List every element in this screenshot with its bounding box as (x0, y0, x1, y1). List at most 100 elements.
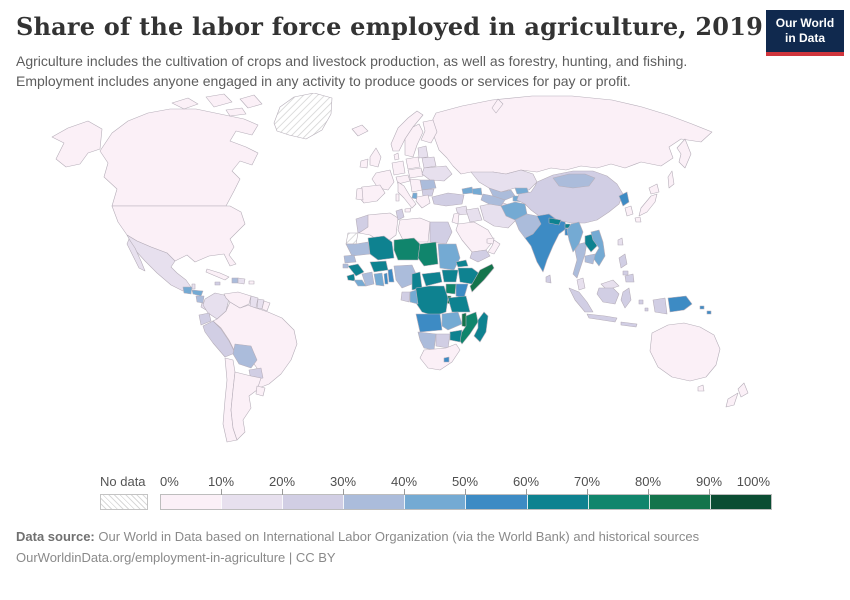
country-indonesia[interactable] (652, 298, 668, 315)
country-germany[interactable] (391, 161, 406, 176)
country-taiwan[interactable] (617, 238, 624, 246)
country-greenland[interactable] (273, 93, 333, 140)
country-portugal[interactable] (355, 188, 364, 201)
country-nepal[interactable] (548, 218, 562, 226)
country-usa[interactable] (111, 206, 246, 267)
country-ireland[interactable] (359, 159, 369, 169)
country-albania[interactable] (411, 193, 418, 200)
legend-bin-30-40%[interactable] (343, 495, 405, 510)
country-azerbaijan[interactable] (471, 188, 483, 196)
country-egypt[interactable] (429, 222, 453, 245)
country-png[interactable] (667, 296, 693, 313)
country-solomon-islands[interactable] (706, 311, 712, 315)
legend-bin-40-50%[interactable] (404, 495, 466, 510)
country-philippines[interactable] (624, 274, 635, 283)
country-indonesia[interactable] (596, 288, 620, 305)
country-solomon-islands[interactable] (699, 306, 705, 310)
country-saudi-arabia[interactable] (455, 222, 495, 253)
country-burkina-faso[interactable] (369, 261, 389, 273)
country-uganda[interactable] (445, 284, 457, 295)
no-data-swatch[interactable] (100, 494, 148, 511)
country-madagascar[interactable] (473, 312, 489, 343)
country-russia[interactable] (491, 99, 504, 114)
country-argentina[interactable] (230, 372, 262, 441)
country-niger[interactable] (393, 238, 421, 261)
country-mauritania[interactable] (345, 242, 371, 257)
country-russia[interactable] (667, 171, 675, 189)
country-indonesia[interactable] (644, 308, 649, 312)
country-puerto-rico[interactable] (248, 281, 255, 285)
country-south-sudan[interactable] (441, 270, 459, 283)
country-guatemala[interactable] (182, 287, 193, 295)
country-somalia[interactable] (469, 264, 495, 293)
country-namibia[interactable] (417, 332, 437, 351)
country-chad[interactable] (417, 242, 439, 267)
country-japan[interactable] (648, 184, 660, 195)
country-guinea-bissau[interactable] (342, 264, 349, 269)
country-uk[interactable] (369, 148, 382, 168)
country-tanzania[interactable] (447, 296, 471, 313)
country-bolivia[interactable] (232, 344, 258, 369)
country-togo[interactable] (383, 273, 389, 285)
country-japan[interactable] (638, 194, 658, 217)
country-usa[interactable] (51, 121, 103, 168)
country-romania[interactable] (419, 180, 437, 191)
country-indonesia[interactable] (586, 314, 618, 323)
country-south-africa[interactable] (419, 344, 461, 371)
country-guinea[interactable] (347, 264, 365, 277)
country-oman[interactable] (487, 240, 501, 255)
country-italy[interactable] (397, 182, 417, 209)
country-ivory-coast[interactable] (361, 272, 375, 287)
country-norway[interactable] (390, 111, 424, 152)
country-canada[interactable] (205, 94, 233, 108)
country-iceland[interactable] (351, 125, 369, 137)
country-belize[interactable] (191, 284, 196, 290)
legend-bin-60-70%[interactable] (526, 495, 588, 510)
legend-bin-0-10%[interactable] (161, 495, 222, 510)
country-ecuador[interactable] (198, 313, 212, 326)
country-indonesia[interactable] (620, 322, 638, 328)
country-russia[interactable] (430, 96, 713, 177)
country-denmark[interactable] (393, 153, 400, 161)
country-serbia[interactable] (409, 179, 423, 193)
country-sri-lanka[interactable] (545, 275, 552, 284)
country-benin[interactable] (387, 269, 395, 283)
country-central-europe[interactable] (407, 168, 424, 179)
country-angola[interactable] (415, 314, 443, 333)
owid-url-link[interactable]: OurWorldinData.org/employment-in-agricul… (16, 550, 286, 566)
country-tunisia[interactable] (395, 209, 405, 221)
legend-no-data[interactable]: No data (100, 474, 148, 511)
country-french-guiana[interactable] (261, 301, 271, 312)
country-colombia[interactable] (202, 293, 230, 320)
country-mexico[interactable] (126, 239, 146, 272)
country-zambia[interactable] (441, 312, 463, 331)
legend-bin-20-30%[interactable] (282, 495, 344, 510)
country-levant[interactable] (451, 213, 460, 225)
country-kazakhstan[interactable] (470, 170, 538, 193)
country-canada[interactable] (171, 98, 199, 110)
country-belarus[interactable] (421, 157, 437, 169)
country-italy[interactable] (395, 194, 400, 202)
country-yemen[interactable] (469, 250, 491, 263)
country-haiti[interactable] (231, 278, 239, 284)
country-canada[interactable] (239, 95, 263, 109)
country-indonesia[interactable] (568, 288, 594, 313)
country-cambodia[interactable] (584, 254, 596, 265)
country-north-korea[interactable] (618, 192, 630, 207)
country-australia[interactable] (697, 385, 705, 392)
country-canada[interactable] (225, 108, 247, 117)
country-alpine[interactable] (395, 175, 411, 185)
country-gabon[interactable] (400, 292, 411, 303)
country-indonesia[interactable] (638, 300, 644, 305)
country-russia[interactable] (676, 139, 692, 169)
country-mexico[interactable] (126, 235, 192, 292)
country-honduras[interactable] (191, 290, 204, 297)
country-nicaragua[interactable] (195, 296, 205, 304)
country-indonesia[interactable] (620, 288, 632, 309)
country-mozambique[interactable] (457, 312, 479, 345)
country-ukraine[interactable] (421, 166, 453, 182)
country-sweden[interactable] (404, 124, 424, 158)
country-finland[interactable] (420, 120, 438, 144)
legend-bin-70-80%[interactable] (587, 495, 649, 510)
country-botswana[interactable] (435, 334, 451, 349)
